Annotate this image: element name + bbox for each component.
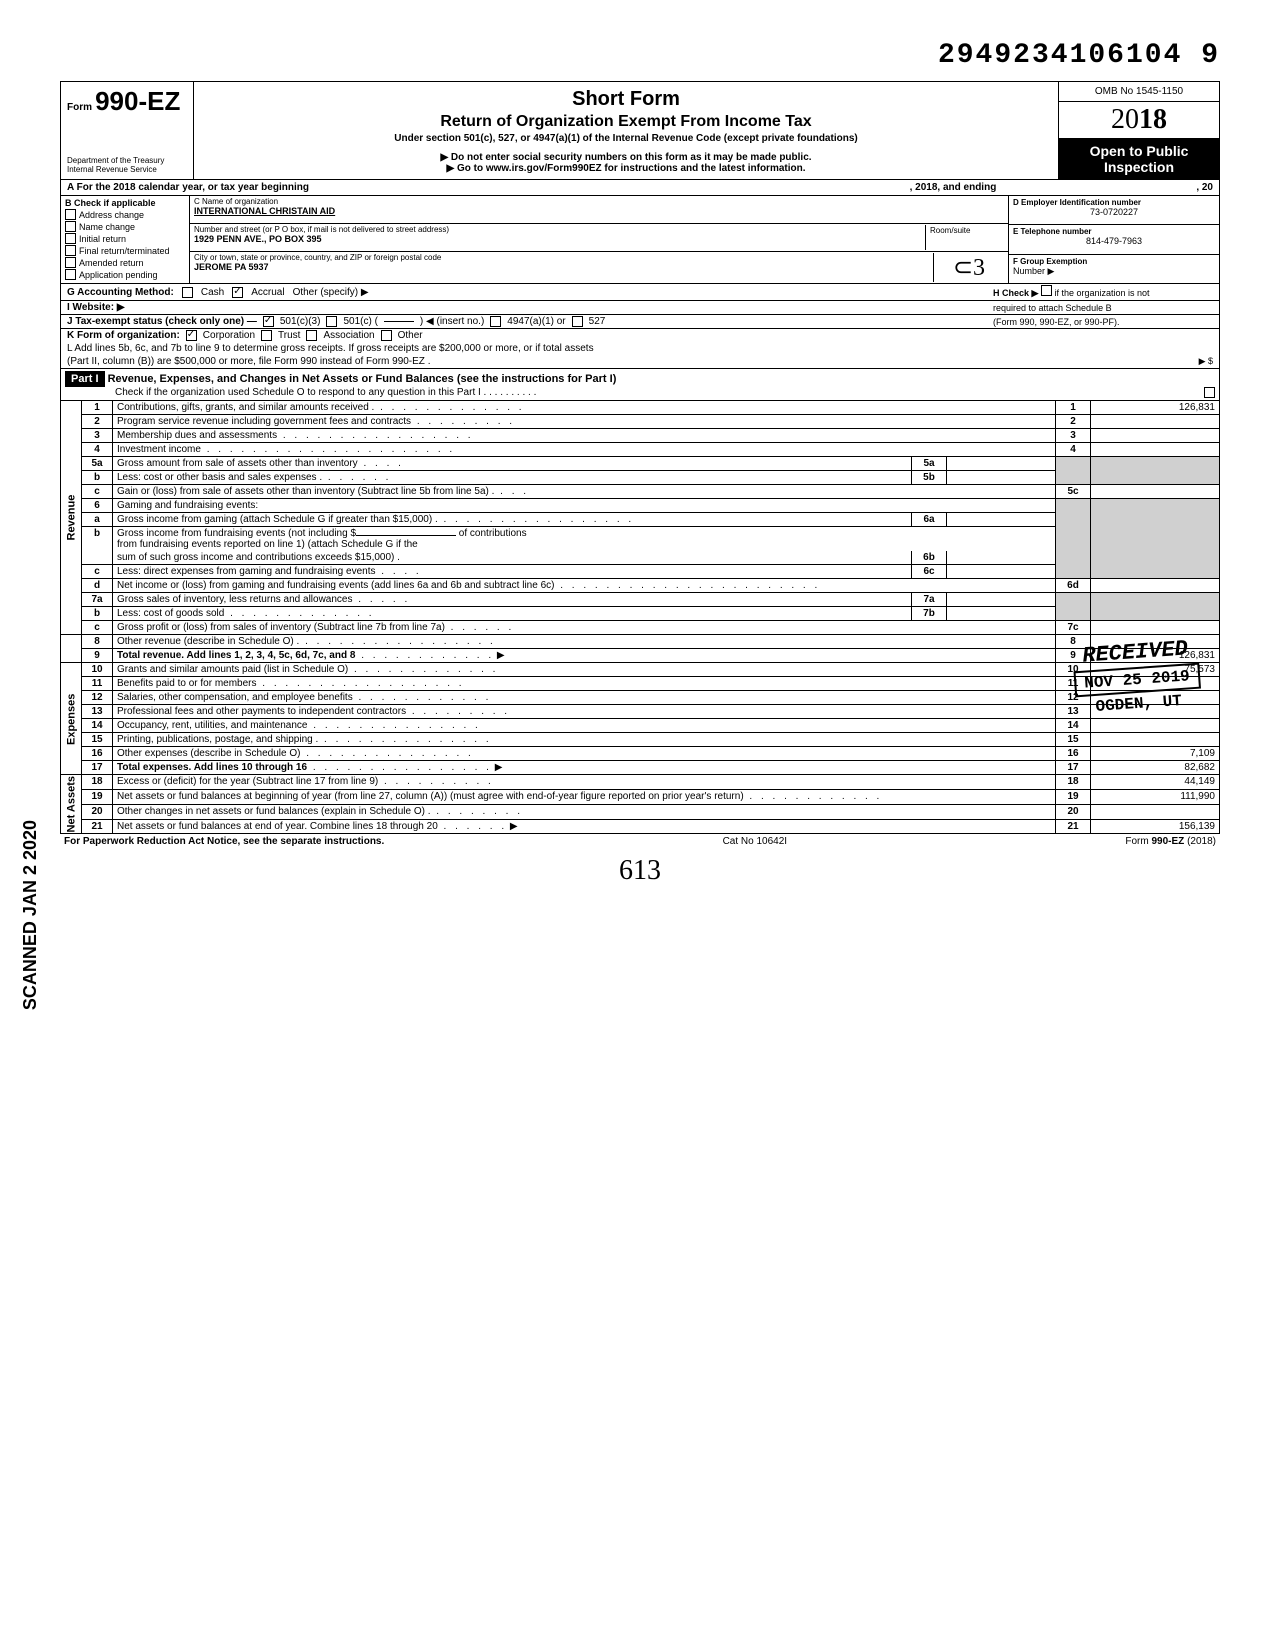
chk-amended-return[interactable]: Amended return xyxy=(65,257,185,268)
f-number-label: Number ▶ xyxy=(1013,266,1054,276)
dept-irs: Internal Revenue Service xyxy=(67,166,187,175)
chk-501c3[interactable] xyxy=(263,316,274,327)
form-subtitle: Return of Organization Exempt From Incom… xyxy=(204,113,1048,131)
line-21-val: 156,139 xyxy=(1091,819,1220,834)
f-group-label: F Group Exemption xyxy=(1013,257,1087,266)
line-17-val: 82,682 xyxy=(1091,761,1220,775)
phone-value: 814-479-7963 xyxy=(1013,236,1215,246)
chk-schedule-o[interactable] xyxy=(1204,387,1215,398)
h-note2: required to attach Schedule B xyxy=(993,303,1213,313)
i-website: I Website: ▶ xyxy=(67,302,125,313)
street-address: 1929 PENN AVE., PO BOX 395 xyxy=(194,234,322,244)
line-19-val: 111,990 xyxy=(1091,789,1220,804)
document-number: 2949234106104 9 xyxy=(60,40,1220,71)
omb-number: OMB No 1545-1150 xyxy=(1059,82,1219,102)
part-1-header: Part I Revenue, Expenses, and Changes in… xyxy=(60,369,1220,401)
form-header: Form 990-EZ Department of the Treasury I… xyxy=(60,81,1220,180)
street-label: Number and street (or P O box, if mail i… xyxy=(194,225,925,234)
l-note: L Add lines 5b, 6c, and 7b to line 9 to … xyxy=(67,343,594,354)
instructions-link: ▶ Go to www.irs.gov/Form990EZ for instru… xyxy=(204,163,1048,174)
chk-final-return[interactable]: Final return/terminated xyxy=(65,245,185,256)
chk-name-change[interactable]: Name change xyxy=(65,221,185,232)
city-label: City or town, state or province, country… xyxy=(194,253,933,262)
chk-association[interactable] xyxy=(306,330,317,341)
chk-527[interactable] xyxy=(572,316,583,327)
chk-trust[interactable] xyxy=(261,330,272,341)
line-18-val: 44,149 xyxy=(1091,775,1220,790)
ssn-warning: ▶ Do not enter social security numbers o… xyxy=(204,152,1048,163)
form-section-note: Under section 501(c), 527, or 4947(a)(1)… xyxy=(204,133,1048,144)
chk-corporation[interactable] xyxy=(186,330,197,341)
row-a-calendar-year: A For the 2018 calendar year, or tax yea… xyxy=(60,180,1220,196)
tax-year: 2018 xyxy=(1059,102,1219,139)
chk-501c[interactable] xyxy=(326,316,337,327)
form-title: Short Form xyxy=(204,88,1048,111)
side-expenses: Expenses xyxy=(61,663,82,775)
form-ref: Form 990-EZ (2018) xyxy=(1125,836,1216,847)
chk-cash[interactable] xyxy=(182,287,193,298)
lines-table: Revenue 1 Contributions, gifts, grants, … xyxy=(60,401,1220,834)
section-b-identity: B Check if applicable Address change Nam… xyxy=(60,196,1220,284)
org-name: INTERNATIONAL CHRISTAIN AID xyxy=(194,206,335,216)
scanned-stamp: SCANNED JAN 2 2020 xyxy=(20,820,41,1010)
city-value: JEROME PA 5937 xyxy=(194,262,269,272)
chk-4947[interactable] xyxy=(490,316,501,327)
side-revenue: Revenue xyxy=(61,401,82,635)
open-to-public: Open to Public Inspection xyxy=(1059,139,1219,179)
chk-other[interactable] xyxy=(381,330,392,341)
chk-initial-return[interactable]: Initial return xyxy=(65,233,185,244)
meta-section: G Accounting Method: Cash Accrual Other … xyxy=(60,284,1220,369)
handwritten-note: 613 xyxy=(60,855,1220,887)
ein-value: 73-0720227 xyxy=(1013,207,1215,217)
hand-mark: ⊂3 xyxy=(933,253,1004,282)
chk-address-change[interactable]: Address change xyxy=(65,209,185,220)
chk-h[interactable] xyxy=(1041,285,1052,296)
cat-no: Cat No 10642I xyxy=(723,836,788,847)
b-header: B Check if applicable xyxy=(65,198,185,208)
footer: For Paperwork Reduction Act Notice, see … xyxy=(60,834,1220,849)
h-note3: (Form 990, 990-EZ, or 990-PF). xyxy=(993,317,1213,327)
l-note2: (Part II, column (B)) are $500,000 or mo… xyxy=(67,356,430,367)
line-16-val: 7,109 xyxy=(1091,747,1220,761)
form-id: Form 990-EZ xyxy=(67,86,187,117)
e-phone-label: E Telephone number xyxy=(1013,227,1092,236)
paperwork-notice: For Paperwork Reduction Act Notice, see … xyxy=(64,836,384,847)
side-net-assets: Net Assets xyxy=(61,775,82,834)
chk-accrual[interactable] xyxy=(232,287,243,298)
g-label: G Accounting Method: xyxy=(67,287,174,298)
d-ein-label: D Employer Identification number xyxy=(1013,198,1141,207)
room-suite-label: Room/suite xyxy=(925,225,1004,250)
l-arrow: ▶ $ xyxy=(1199,356,1213,367)
chk-application-pending[interactable]: Application pending xyxy=(65,269,185,280)
received-stamp: RECEIVED NOV 25 2019 OGDEN, UT xyxy=(1072,636,1202,718)
c-org-label: C Name of organization xyxy=(194,197,1004,206)
line-1-val: 126,831 xyxy=(1091,401,1220,415)
